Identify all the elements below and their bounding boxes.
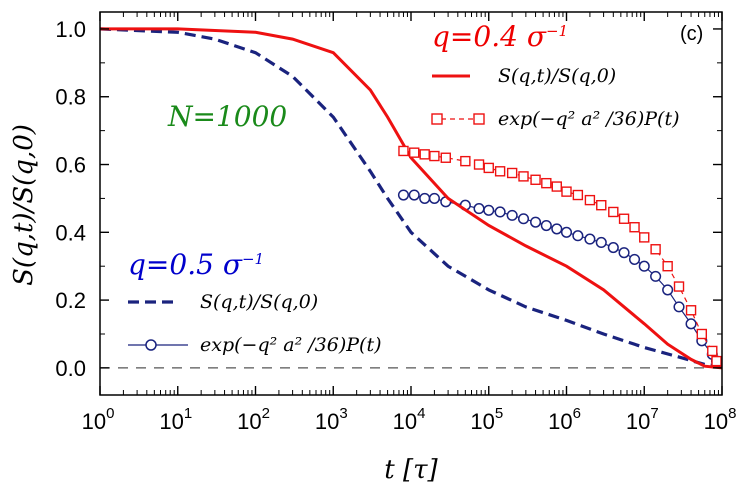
q04-sqt-solid-line [100,27,723,370]
legend-swatch-q04-square [431,113,443,125]
q04-exp-square-point [650,244,661,255]
plot-frame [99,11,723,396]
y-tick-label: 0.4 [55,220,86,245]
legend-swatch-q04-square [473,113,485,125]
y-tick-label: 0.2 [55,288,86,313]
q04-exp-square-point [460,155,471,167]
legend-layer: q=0.4 σ−1 S(q,t)/S(q,0) exp(−q² a² /36)P(t… [128,20,680,356]
q04-exp-square-point [662,261,673,272]
q05-exp-circle-point [607,242,619,254]
q04-exp-square-point [483,162,494,174]
x-tick-label: 105 [470,405,503,434]
y-tick-label: 0.8 [55,85,86,110]
q04-exp-square-point [409,147,420,158]
q04-exp-square-point [419,149,430,160]
q04-exp-square-point [618,213,630,224]
q05-exp-circle-point [595,236,607,249]
q04-exp-square-point [429,150,440,162]
q05-exp-circle-point [540,219,552,232]
legend-label-q04-sqt: S(q,t)/S(q,0) [498,65,616,87]
q04-exp-square-point [530,174,541,185]
q04-exp-connector [403,150,718,362]
y-tick-label: 0.0 [55,356,86,381]
q05-exp-circle-point [662,284,674,296]
q05-exp-circle-point [584,233,596,245]
q05-exp-circle-point [560,226,573,238]
x-tick-label: 100 [82,405,115,434]
q04-exp-square-point [494,166,506,177]
x-axis-title: t [τ] [384,455,438,485]
q04-exp-square-point [506,167,518,179]
x-tick-label: 107 [626,405,659,434]
q04-exp-square-point [551,181,562,192]
q05-sqt-dashed-line [99,27,723,368]
q05-exp-circle-point [673,301,685,313]
q04-exp-square-point [473,159,485,170]
q05-exp-circle-point [618,247,630,259]
x-tick-label: 103 [315,405,348,434]
legend-label-q05-exp: exp(−q² a² /36)P(t) [200,334,382,356]
panel-label: (c) [680,23,703,45]
q04-exp-square-point [541,177,552,189]
q05-exp-circle-point [650,270,662,282]
q05-exp-circle-point [628,253,641,265]
q05-exp-circle-point [517,213,530,225]
tick-layer: 100 101 102 103 104 105 106 107 108 0.0 0.2 0.4 0.6 0… [55,12,736,434]
q05-exp-circle-point [419,192,431,204]
x-tick-label: 106 [548,405,581,434]
q04-exp-square-point [639,232,650,243]
q05-exp-circle-point [428,192,440,204]
q04-exp-square-point [398,145,409,157]
q05-exp-circle-point [473,203,485,215]
q05-exp-circle-point [638,260,650,272]
system-size-annotation: N=1000 [167,100,287,133]
q04-exp-square-point [711,355,722,367]
q04-exp-square-point [440,152,451,163]
q05-exp-circle-point [685,318,697,330]
q04-exp-square-point [696,328,708,340]
q05-exp-connector [403,194,718,362]
legend-title-q04: q=0.4 σ−1 [432,20,568,53]
legend-label-q05-sqt: S(q,t)/S(q,0) [200,291,318,313]
q04-exp-square-point [518,171,529,182]
x-tick-label: 102 [237,405,270,434]
y-axis-title: S(q,t)/S(q,0) [9,124,39,286]
legend-label-q04-exp: exp(−q² a² /36)P(t) [498,108,680,130]
q04-exp-square-point [685,305,697,316]
q04-exp-square-point [572,189,584,201]
q04-exp-square-point [608,206,619,218]
q05-exp-circle-point [551,223,563,235]
q05-exp-circle-point [408,189,420,201]
x-tick-label: 101 [159,405,192,434]
q05-exp-circle-point [483,204,495,216]
y-tick-label: 0.6 [55,153,86,178]
legend-title-q05: q=0.5 σ−1 [128,248,264,281]
q05-exp-circle-point [397,189,410,201]
q05-exp-circle-point [494,206,506,218]
y-tick-label: 1.0 [55,17,86,42]
q04-exp-square-point [629,222,640,233]
q04-exp-square-point [561,186,572,197]
q04-exp-square-point [596,199,607,211]
q04-exp-square-point [673,281,685,292]
legend-swatch-q05-circle [145,339,157,351]
q05-exp-circle-point [530,216,542,228]
x-tick-label: 104 [393,405,426,434]
series-layer [99,27,723,370]
q05-exp-circle-point [506,209,518,221]
q05-exp-circle-point [572,230,584,242]
q04-exp-square-point [707,345,718,357]
q04-exp-square-point [584,194,596,206]
x-tick-label: 108 [704,405,737,434]
